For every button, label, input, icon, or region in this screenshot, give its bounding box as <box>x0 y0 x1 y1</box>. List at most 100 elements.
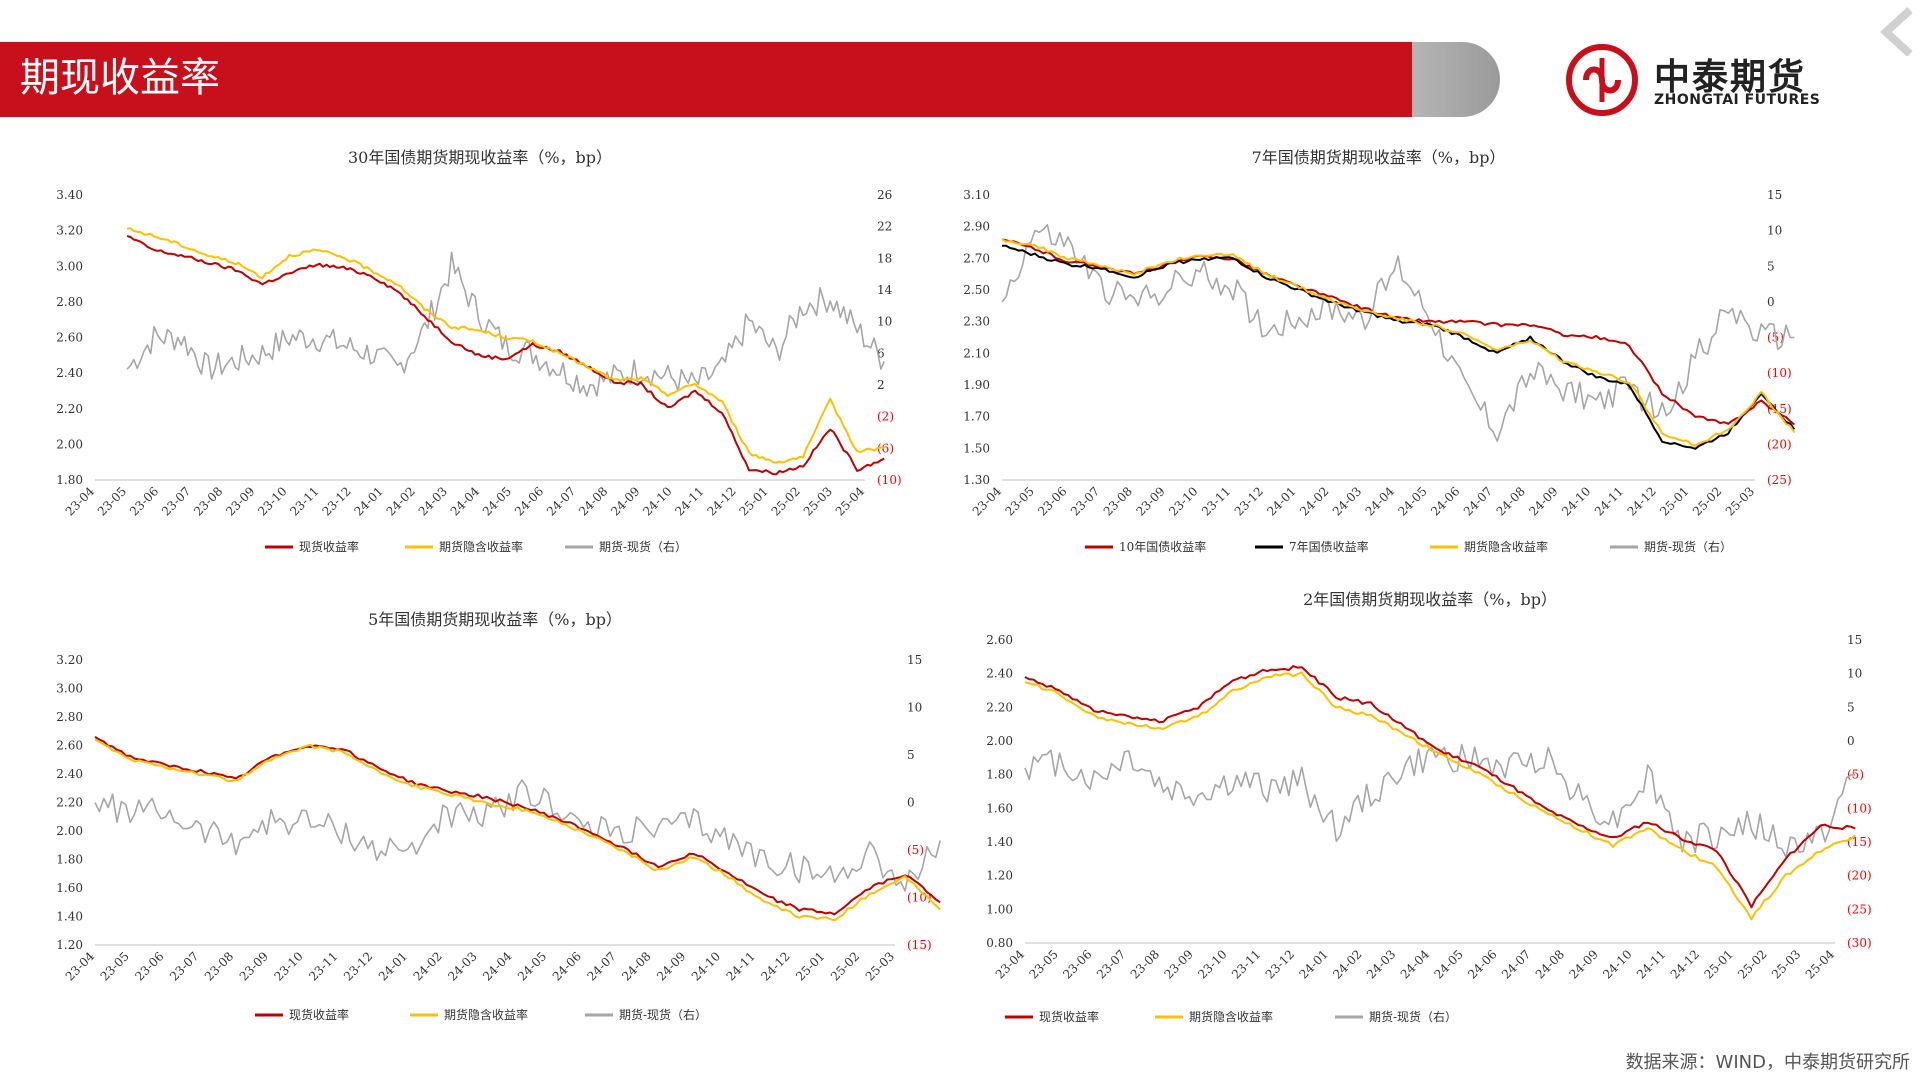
c2-left-tick: 1.00 <box>986 902 1013 916</box>
c30-x-tick: 24-11 <box>672 484 706 518</box>
c30-right-tick: (10) <box>877 473 902 487</box>
c30-right-tick: (6) <box>877 441 894 455</box>
c30-series-implied <box>126 227 885 464</box>
c30-left-tick: 2.00 <box>56 437 83 451</box>
c5-x-tick: 24-07 <box>584 949 618 983</box>
chart-30y-svg: 30年国债期货期现收益率（%，bp） 3.40 3.20 3.00 2.80 2.60 2.… <box>56 148 902 554</box>
c30-left-tick: 2.80 <box>56 295 83 309</box>
c30-x-tick: 25-04 <box>833 484 868 519</box>
c5-x-tick: 25-02 <box>828 949 862 983</box>
c2-x-tick: 23-10 <box>1195 947 1229 981</box>
c5-left-tick: 2.80 <box>56 710 83 724</box>
c5-x-tick: 24-12 <box>758 949 792 983</box>
c7-x-tick: 23-04 <box>970 484 1005 519</box>
c2-x-tick: 23-04 <box>993 947 1028 982</box>
c5-x-tick: 24-06 <box>550 949 584 983</box>
c30-x-tick: 23-12 <box>319 484 353 518</box>
c30-x-tick: 23-07 <box>159 484 193 518</box>
c2-x-tick: 24-12 <box>1668 947 1702 981</box>
c30-series-spot <box>126 235 885 476</box>
c2-x-tick: 25-01 <box>1702 947 1736 981</box>
c30-right-tick: (2) <box>877 410 894 424</box>
chart-5y: 5年国债期货期现收益率（%，bp） 3.20 3.00 2.80 2.60 2.40 2.2… <box>40 605 960 1035</box>
c5-series-implied <box>94 738 941 922</box>
c7-x-tick: 23-10 <box>1166 484 1200 518</box>
page-title: 期现收益率 <box>20 55 220 101</box>
c5-x-tick: 23-07 <box>167 949 201 983</box>
c5-right-tick: (10) <box>907 891 932 905</box>
c7-left-tick: 2.30 <box>963 315 990 329</box>
logo-text-cn: 中泰期货 <box>1654 57 1807 98</box>
c2-right-tick: (25) <box>1847 902 1872 916</box>
c30-x-tick: 23-05 <box>95 484 129 518</box>
c2-x-tick: 23-06 <box>1060 947 1094 981</box>
c7-x-tick: 25-01 <box>1657 484 1691 518</box>
c7-legend-label: 7年国债收益率 <box>1289 539 1369 554</box>
logo-text-en: ZHONGTAI FUTURES <box>1654 92 1821 108</box>
c2-x-tick: 24-05 <box>1432 947 1466 981</box>
c30-right-tick: 26 <box>877 188 892 202</box>
c2-right-tick: 10 <box>1847 667 1862 681</box>
c2-x-tick: 24-06 <box>1465 947 1499 981</box>
c2-title: 2年国债期货期现收益率（%，bp） <box>1303 590 1557 609</box>
c7-x-tick: 23-09 <box>1133 484 1167 518</box>
c5-right-tick: 15 <box>907 653 922 667</box>
c30-x-tick: 25-02 <box>769 484 803 518</box>
c5-x-tick: 24-01 <box>376 949 410 983</box>
c2-x-tick: 23-09 <box>1162 947 1196 981</box>
c5-left-tick: 2.60 <box>56 739 83 753</box>
chart-2y-svg: 2年国债期货期现收益率（%，bp） 2.60 2.40 2.20 2.00 1.80 1.6… <box>986 590 1872 1024</box>
c2-x-tick: 25-02 <box>1735 947 1769 981</box>
c5-right-tick: 5 <box>907 748 915 762</box>
c30-left-tick: 1.80 <box>56 473 83 487</box>
c2-left-tick: 1.20 <box>986 869 1013 883</box>
c7-right-tick: (25) <box>1767 473 1792 487</box>
c5-legend-label: 期货-现货（右） <box>619 1007 707 1022</box>
c30-x-tick: 23-10 <box>255 484 289 518</box>
c7-left-tick: 1.70 <box>963 410 990 424</box>
c30-series-spread <box>126 251 886 397</box>
c7-x-tick: 24-03 <box>1330 484 1364 518</box>
c2-x-tick: 24-11 <box>1634 947 1668 981</box>
c7-x-tick: 24-01 <box>1264 484 1298 518</box>
c30-right-tick: 2 <box>877 378 885 392</box>
c30-left-tick: 3.20 <box>56 224 83 238</box>
c30-left-tick: 2.40 <box>56 366 83 380</box>
c2-x-tick: 23-05 <box>1027 947 1061 981</box>
c5-series-spot <box>94 736 941 916</box>
c2-x-tick: 23-07 <box>1094 947 1128 981</box>
c5-title: 5年国债期货期现收益率（%，bp） <box>368 610 622 629</box>
c2-left-tick: 0.80 <box>986 936 1013 950</box>
c7-right-tick: 0 <box>1767 295 1775 309</box>
c5-x-tick: 24-02 <box>411 949 445 983</box>
c5-x-tick: 24-08 <box>619 949 653 983</box>
c5-left-tick: 2.40 <box>56 767 83 781</box>
c2-right-tick: (10) <box>1847 801 1872 815</box>
c7-series-implied <box>1001 238 1796 447</box>
c2-legend-label: 期货隐含收益率 <box>1189 1009 1273 1024</box>
c7-x-tick: 25-03 <box>1723 484 1757 518</box>
c2-left-tick: 1.60 <box>986 801 1013 815</box>
c7-x-tick: 24-11 <box>1592 484 1626 518</box>
c5-x-tick: 24-04 <box>480 949 515 984</box>
c7-x-tick: 25-02 <box>1690 484 1724 518</box>
c30-x-tick: 24-08 <box>576 484 610 518</box>
c5-x-tick: 24-03 <box>445 949 479 983</box>
c30-right-tick: 10 <box>877 315 892 329</box>
c7-right-tick: (20) <box>1767 437 1792 451</box>
brand-logo: 中泰期货 ZHONGTAI FUTURES <box>1566 40 1920 120</box>
c2-x-tick: 24-01 <box>1297 947 1331 981</box>
c5-x-tick: 23-10 <box>271 949 305 983</box>
c2-right-tick: 15 <box>1847 633 1862 647</box>
c2-x-tick: 23-12 <box>1263 947 1297 981</box>
c2-left-tick: 1.80 <box>986 768 1013 782</box>
c7-right-tick: (10) <box>1767 366 1792 380</box>
c7-x-tick: 24-12 <box>1625 484 1659 518</box>
c30-x-tick: 24-01 <box>352 484 386 518</box>
c5-legend-label: 期货隐含收益率 <box>444 1007 528 1022</box>
c5-right-tick: (5) <box>907 843 924 857</box>
c30-left-tick: 2.20 <box>56 402 83 416</box>
c2-x-tick: 25-04 <box>1803 947 1838 982</box>
c5-right-tick: (15) <box>907 938 932 952</box>
chart-30y: 30年国债期货期现收益率（%，bp） 3.40 3.20 3.00 2.80 2.60 2.… <box>40 145 920 565</box>
